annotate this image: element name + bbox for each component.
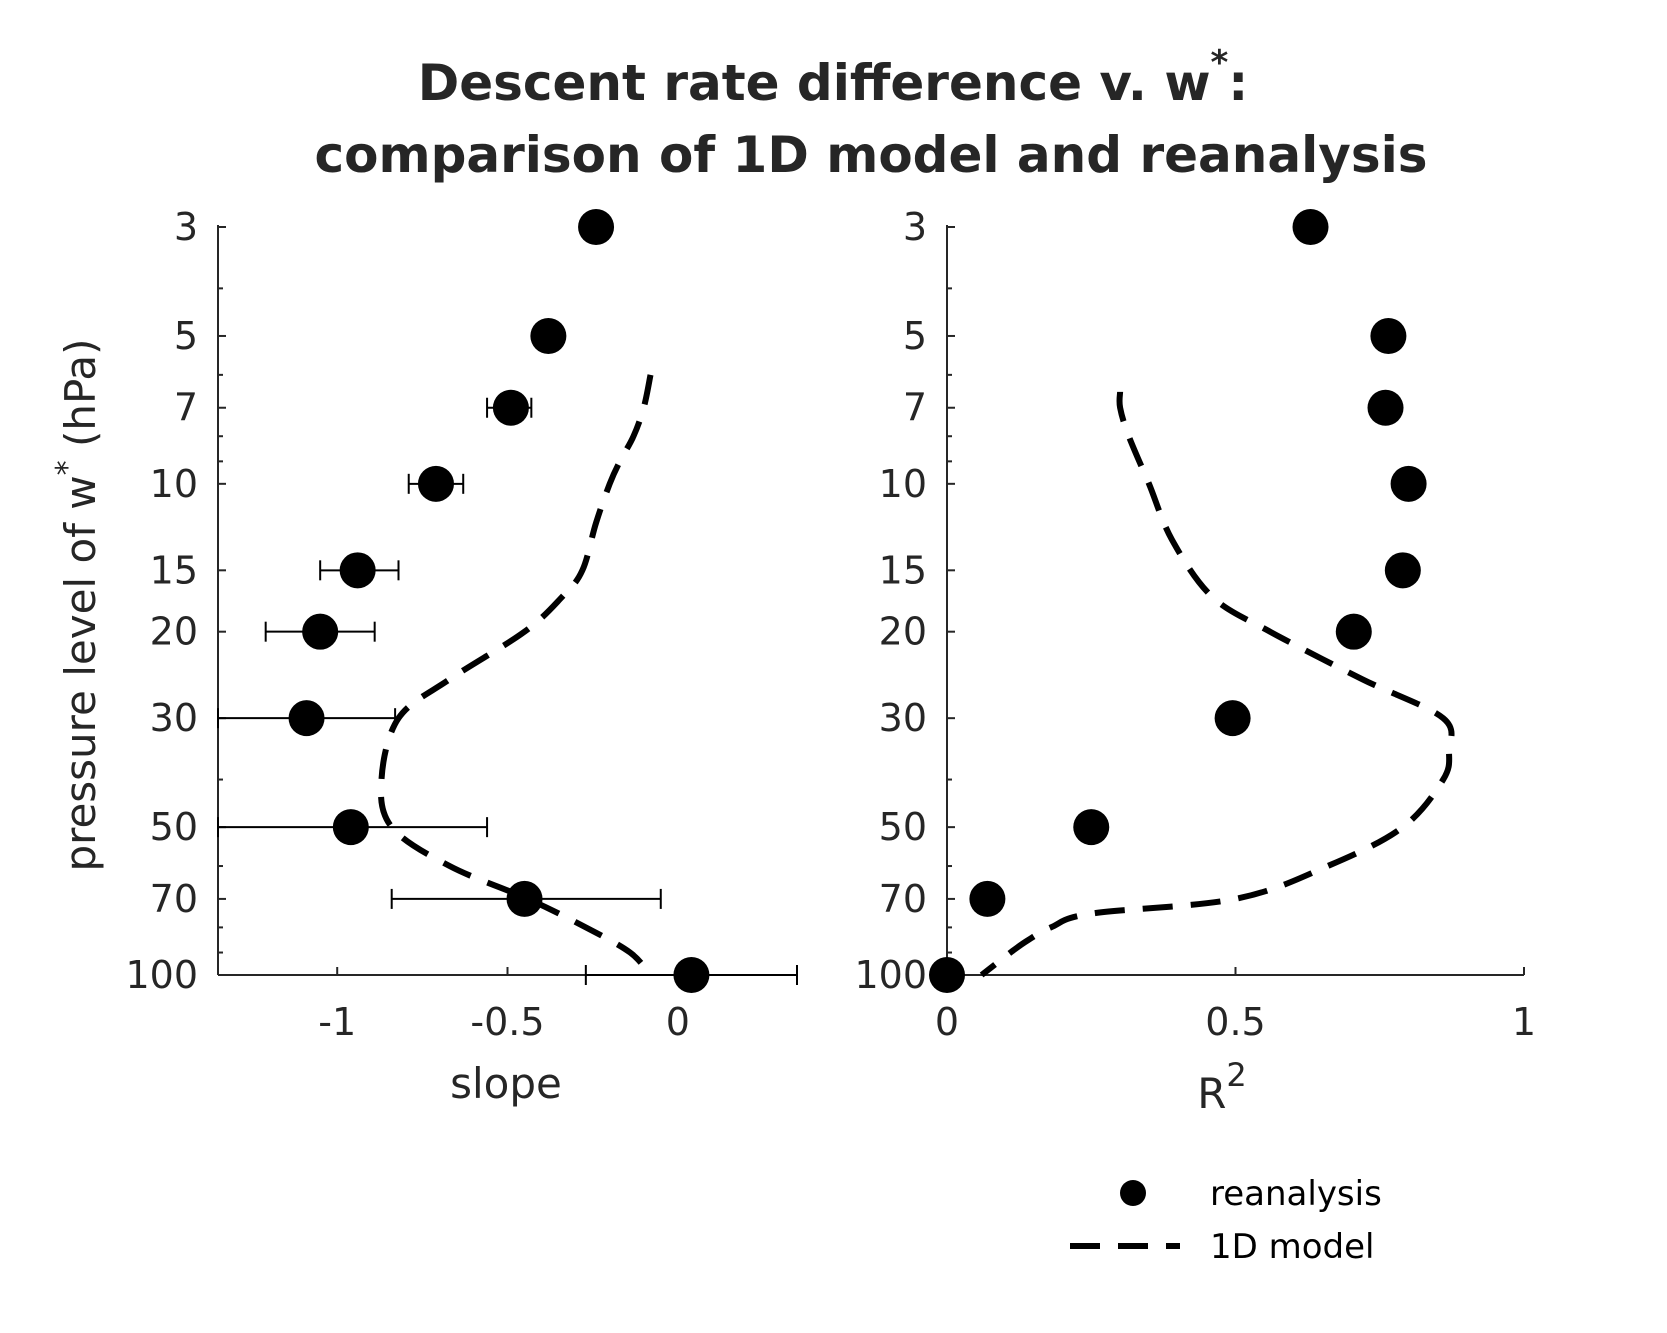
y-axis-label: pressure level of w* (hPa) bbox=[50, 338, 105, 871]
slope-reanalysis-point bbox=[492, 389, 529, 426]
r2-reanalysis-point bbox=[1370, 317, 1407, 354]
r2-y-tick-label: 20 bbox=[879, 610, 927, 654]
r2-x-axis-label-text: R bbox=[1197, 1069, 1226, 1118]
slope-x-tick-label: -1 bbox=[318, 1000, 356, 1044]
slope-reanalysis-point bbox=[530, 317, 567, 354]
slope-y-tick-label: 20 bbox=[150, 610, 198, 654]
slope-x-axis-label: slope bbox=[450, 1059, 562, 1108]
slope-y-tick-label: 70 bbox=[150, 877, 198, 921]
slope-y-tick-label: 5 bbox=[174, 314, 198, 358]
r2-x-axis-label-superscript: 2 bbox=[1226, 1056, 1246, 1094]
slope-y-tick-label: 30 bbox=[150, 696, 198, 740]
slope-reanalysis-point bbox=[332, 809, 369, 846]
slope-x-axis-label-text: slope bbox=[450, 1059, 562, 1108]
slope-reanalysis-point bbox=[673, 957, 710, 993]
chart-title-line1: Descent rate difference v. w*: bbox=[418, 43, 1249, 112]
r2-y-tick-label: 70 bbox=[879, 877, 927, 921]
r2-reanalysis-point bbox=[969, 880, 1006, 917]
slope-x-tick-label: 0 bbox=[666, 1000, 690, 1044]
slope-y-tick-label: 3 bbox=[174, 205, 198, 249]
slope-reanalysis-point bbox=[417, 465, 454, 502]
slope-reanalysis-point bbox=[302, 613, 339, 650]
slope-y-tick-label: 15 bbox=[150, 548, 198, 592]
y-axis-label-superscript: * bbox=[50, 460, 85, 475]
r2-y-tick-label: 10 bbox=[879, 462, 927, 506]
r2-x-ticks: 0 0.5 1 bbox=[935, 967, 1536, 1044]
r2-reanalysis-points bbox=[929, 209, 1427, 993]
r2-1d-model-line bbox=[979, 391, 1455, 978]
r2-y-tick-label: 7 bbox=[903, 386, 927, 430]
slope-reanalysis-point bbox=[506, 880, 543, 917]
y-axis-label-text: pressure level of w bbox=[56, 475, 105, 871]
r2-y-ticks: 3 5 7 10 15 20 30 50 70 100 bbox=[854, 205, 955, 997]
slope-reanalysis-points bbox=[288, 209, 710, 993]
r2-y-tick-label: 30 bbox=[879, 696, 927, 740]
r2-x-tick-label: 0.5 bbox=[1205, 1000, 1265, 1044]
slope-reanalysis-point bbox=[288, 700, 325, 737]
legend: reanalysis 1D model bbox=[1070, 1174, 1382, 1267]
r2-reanalysis-point bbox=[1384, 552, 1421, 589]
r2-reanalysis-point bbox=[1335, 613, 1372, 650]
r2-reanalysis-point bbox=[1214, 700, 1251, 737]
slope-1d-model-line bbox=[377, 374, 654, 978]
r2-reanalysis-point bbox=[1367, 389, 1404, 426]
title-text: Descent rate difference v. w bbox=[418, 54, 1211, 112]
r2-y-tick-label: 5 bbox=[903, 314, 927, 358]
slope-x-ticks: -1 -0.5 0 bbox=[318, 967, 690, 1044]
legend-reanalysis-label: reanalysis bbox=[1210, 1174, 1382, 1214]
r2-y-tick-label: 3 bbox=[903, 205, 927, 249]
legend-reanalysis-marker bbox=[1120, 1180, 1146, 1206]
r2-reanalysis-point bbox=[929, 957, 965, 993]
r2-reanalysis-point bbox=[1292, 209, 1329, 245]
slope-reanalysis-point bbox=[339, 552, 376, 589]
title-superscript: * bbox=[1211, 43, 1229, 83]
r2-x-tick-label: 1 bbox=[1512, 1000, 1536, 1044]
r2-y-tick-label: 100 bbox=[854, 953, 927, 997]
legend-1d-model-label: 1D model bbox=[1210, 1227, 1375, 1267]
r2-x-axis-label: R2 bbox=[1197, 1056, 1247, 1118]
title-colon: : bbox=[1228, 54, 1248, 112]
slope-y-tick-label: 50 bbox=[150, 805, 198, 849]
slope-panel: 3 5 7 10 15 20 30 50 70 100 -1 -0.5 0 slope bbox=[125, 205, 798, 1108]
slope-x-tick-label: -0.5 bbox=[470, 1000, 544, 1044]
chart-title-line2: comparison of 1D model and reanalysis bbox=[314, 126, 1427, 184]
slope-y-tick-label: 10 bbox=[150, 462, 198, 506]
r2-reanalysis-point bbox=[1073, 809, 1110, 846]
r2-reanalysis-point bbox=[1390, 465, 1427, 502]
r2-x-tick-label: 0 bbox=[935, 1000, 959, 1044]
slope-y-ticks: 3 5 7 10 15 20 30 50 70 100 bbox=[125, 205, 226, 997]
slope-reanalysis-point bbox=[578, 209, 615, 245]
slope-y-tick-label: 100 bbox=[125, 953, 198, 997]
y-axis-label-unit: (hPa) bbox=[56, 338, 105, 460]
r2-y-tick-label: 50 bbox=[879, 805, 927, 849]
slope-y-tick-label: 7 bbox=[174, 386, 198, 430]
r2-y-tick-label: 15 bbox=[879, 548, 927, 592]
